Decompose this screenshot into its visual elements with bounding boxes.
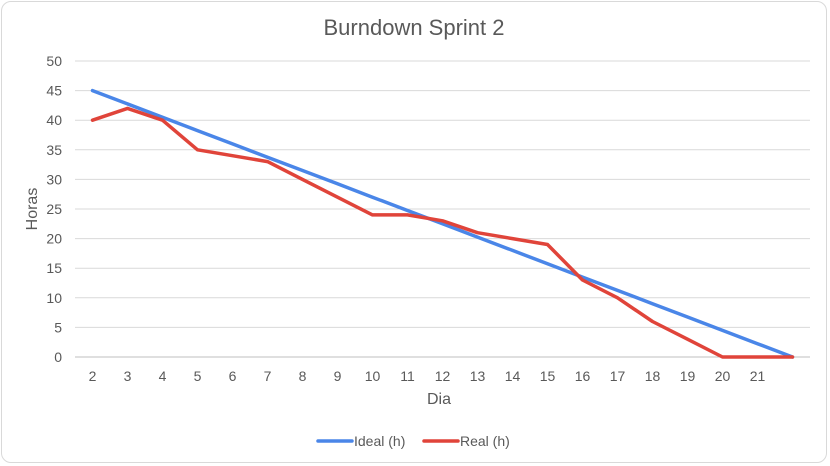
y-tick-label: 15: [46, 260, 62, 276]
x-tick-label: 19: [680, 368, 696, 384]
y-axis-label: Horas: [24, 188, 41, 231]
y-tick-label: 40: [46, 112, 62, 128]
x-tick-label: 11: [400, 368, 415, 384]
x-tick-label: 3: [124, 368, 132, 384]
legend-label-ideal-h: Ideal (h): [354, 433, 405, 449]
y-tick-label: 20: [46, 231, 62, 247]
x-tick-label: 5: [194, 368, 202, 384]
x-tick-label: 6: [229, 368, 237, 384]
y-tick-label: 35: [46, 142, 62, 158]
y-tick-label: 5: [54, 319, 62, 335]
y-axis-ticks: 0 5 10 15 20 25 30 35 40 45 50: [46, 53, 62, 365]
x-tick-label: 18: [645, 368, 661, 384]
x-tick-label: 7: [264, 368, 272, 384]
x-tick-label: 10: [365, 368, 381, 384]
legend-label-real-h: Real (h): [460, 433, 510, 449]
x-tick-label: 21: [750, 368, 766, 384]
x-tick-label: 14: [505, 368, 521, 384]
x-tick-label: 20: [715, 368, 731, 384]
x-tick-label: 2: [89, 368, 97, 384]
y-tick-label: 25: [46, 201, 62, 217]
x-tick-label: 16: [575, 368, 591, 384]
chart-title: Burndown Sprint 2: [324, 15, 505, 40]
y-tick-label: 50: [46, 53, 62, 69]
series-line-ideal-h: [90, 88, 795, 359]
gridlines: [75, 60, 810, 358]
x-tick-label: 8: [299, 368, 307, 384]
x-tick-label: 9: [334, 368, 342, 384]
x-tick-label: 13: [470, 368, 486, 384]
series-lines: [90, 88, 795, 359]
series-line-real-h: [90, 106, 795, 359]
y-tick-label: 45: [46, 83, 62, 99]
x-tick-label: 12: [435, 368, 451, 384]
legend: Ideal (h) Real (h): [316, 433, 510, 449]
x-axis-ticks: 2 3 4 5 6 7 8 9 10 11 12 13 14 15 16 17 18 19 20 21: [89, 368, 766, 384]
y-tick-label: 0: [54, 349, 62, 365]
x-tick-label: 15: [540, 368, 556, 384]
y-tick-label: 30: [46, 171, 62, 187]
y-tick-label: 10: [46, 290, 62, 306]
x-tick-label: 17: [610, 368, 626, 384]
x-axis-label: Dia: [427, 391, 451, 408]
x-tick-label: 4: [159, 368, 167, 384]
